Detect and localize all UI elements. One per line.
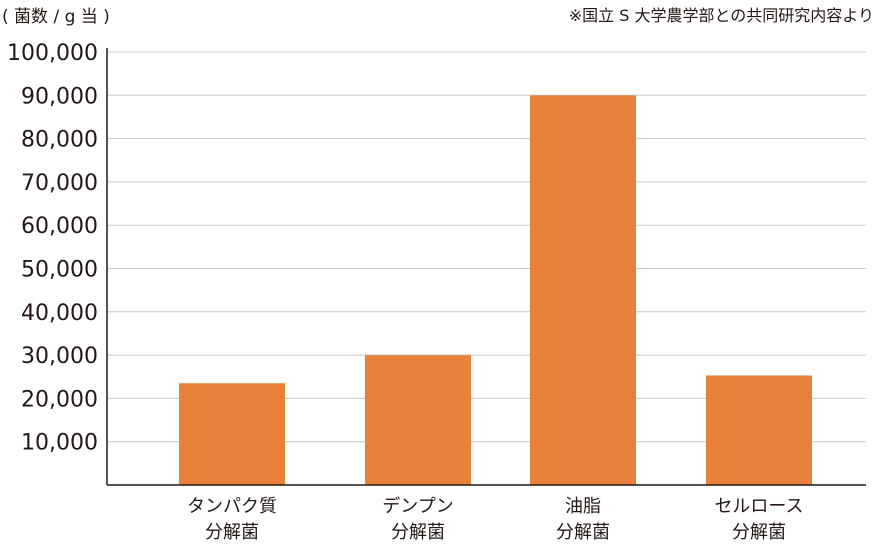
x-category-label: 分解菌	[391, 522, 445, 543]
x-category-label: 分解菌	[205, 522, 259, 543]
y-axis-label: ( 菌数 / g 当 )	[2, 7, 110, 27]
x-category-label: タンパク質	[187, 496, 277, 517]
bar	[365, 355, 471, 485]
x-category-label: デンプン	[382, 496, 453, 517]
bar	[530, 95, 636, 486]
x-category-label: 分解菌	[556, 522, 610, 543]
bar	[179, 383, 285, 485]
y-tick-label: 100,000	[7, 41, 98, 66]
y-tick-label: 30,000	[21, 344, 98, 369]
x-category-label: 油脂	[565, 496, 601, 517]
y-tick-label: 50,000	[21, 258, 98, 283]
y-tick-label: 10,000	[21, 431, 98, 456]
y-tick-label: 80,000	[21, 128, 98, 153]
y-tick-label: 60,000	[21, 214, 98, 239]
y-tick-label: 40,000	[21, 301, 98, 326]
y-tick-label: 70,000	[21, 171, 98, 196]
y-tick-label: 90,000	[21, 84, 98, 109]
y-tick-label: 20,000	[21, 387, 98, 412]
source-note: ※国立 S 大学農学部との共同研究内容より	[568, 6, 874, 25]
x-category-label: 分解菌	[732, 522, 786, 543]
x-category-label: セルロース	[714, 496, 803, 517]
bar	[706, 375, 812, 485]
